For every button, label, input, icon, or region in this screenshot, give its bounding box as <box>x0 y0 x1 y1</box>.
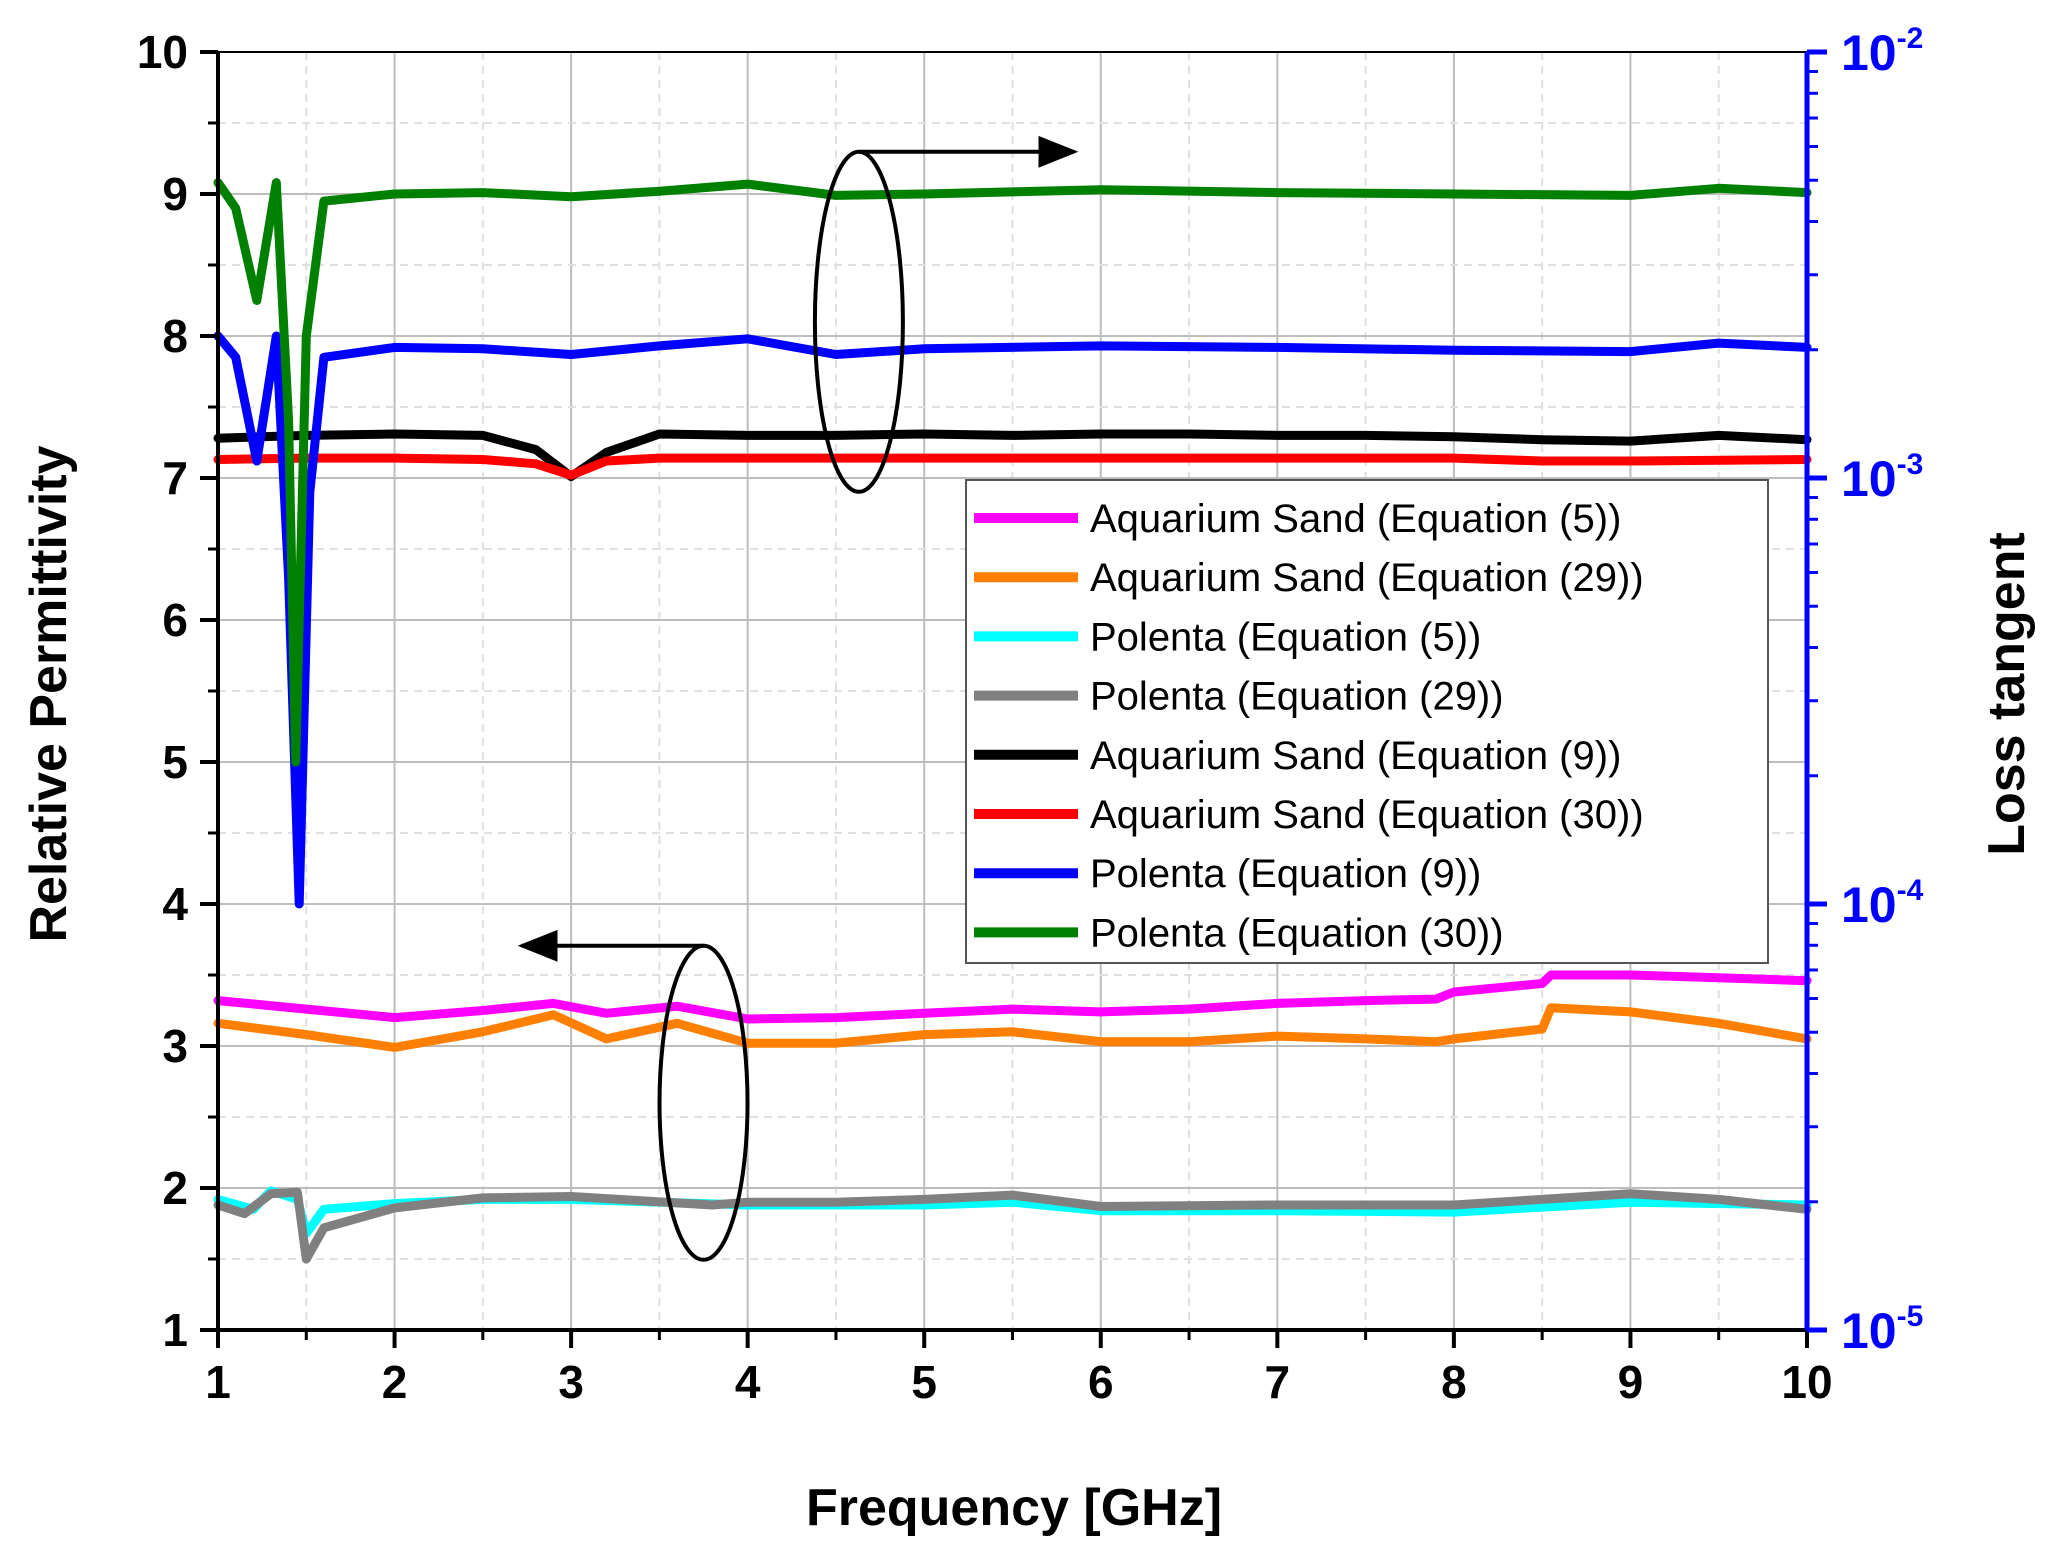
y-right-tick-base: 10 <box>1841 877 1897 933</box>
x-tick-label: 1 <box>205 1356 231 1408</box>
series-line-1 <box>213 970 1812 1024</box>
x-tick-label: 7 <box>1265 1356 1291 1408</box>
y-left-tick-label: 4 <box>162 878 188 930</box>
annotation-layer <box>517 135 1079 1262</box>
x-tick-label: 6 <box>1088 1356 1114 1408</box>
legend-entry-label: Polenta (Equation (5)) <box>1090 615 1481 659</box>
x-tick-label: 8 <box>1441 1356 1467 1408</box>
y-right-tick-base: 10 <box>1841 25 1897 81</box>
legend-entry-label: Aquarium Sand (Equation (5)) <box>1090 497 1621 541</box>
y-right-tick-exponent: -5 <box>1897 1300 1924 1333</box>
series-line-6 <box>213 453 1812 480</box>
legend-entry-label: Polenta (Equation (29)) <box>1090 675 1504 719</box>
y-left-tick-label: 8 <box>162 310 188 362</box>
series-line-2 <box>213 1003 1812 1052</box>
series-layer <box>213 178 1812 1264</box>
y-right-tick-label: 10-2 <box>1841 22 1923 81</box>
x-axis-title: Frequency [GHz] <box>806 1479 1222 1537</box>
y-right-tick-exponent: -2 <box>1897 22 1924 55</box>
x-tick-label: 9 <box>1618 1356 1644 1408</box>
legend-entry-label: Aquarium Sand (Equation (29)) <box>1090 556 1644 600</box>
y-left-tick-label: 2 <box>162 1162 188 1214</box>
y-right-tick-label: 10-3 <box>1841 448 1923 507</box>
series-line-8 <box>213 178 1812 767</box>
y-left-tick-label: 10 <box>137 26 188 78</box>
y-left-tick-label: 5 <box>162 736 188 788</box>
series-line-4 <box>213 1187 1812 1264</box>
legend: Aquarium Sand (Equation (5)) Aquarium San… <box>965 479 1769 964</box>
y-left-tick-label: 6 <box>162 594 188 646</box>
y-left-tick-label: 3 <box>162 1020 188 1072</box>
y-right-tick-base: 10 <box>1841 451 1897 507</box>
series-line-5 <box>213 429 1812 482</box>
x-tick-label: 10 <box>1781 1356 1832 1408</box>
y-left-tick-label: 1 <box>162 1304 188 1356</box>
y-axis-right-title: Loss tangent <box>1978 532 2036 856</box>
y-right-tick-exponent: -3 <box>1897 448 1924 481</box>
x-tick-label: 5 <box>911 1356 937 1408</box>
y-right-tick-label: 10-5 <box>1841 1300 1923 1359</box>
y-right-tick-label: 10-4 <box>1841 874 1924 933</box>
y-right-tick-exponent: -4 <box>1897 874 1924 907</box>
legend-entry-label: Polenta (Equation (30)) <box>1090 911 1504 955</box>
y-right-tick-base: 10 <box>1841 1303 1897 1359</box>
x-tick-label: 3 <box>558 1356 584 1408</box>
y-left-tick-label: 9 <box>162 168 188 220</box>
legend-box <box>965 479 1769 964</box>
y-axis-left-title: Relative Permittivity <box>20 445 78 942</box>
y-left-tick-label: 7 <box>162 452 188 504</box>
x-tick-label: 2 <box>382 1356 408 1408</box>
series-line-7 <box>213 331 1812 909</box>
legend-entry-label: Polenta (Equation (9)) <box>1090 852 1481 896</box>
x-tick-label: 4 <box>735 1356 761 1408</box>
legend-entry-label: Aquarium Sand (Equation (30)) <box>1090 793 1644 837</box>
legend-entry-label: Aquarium Sand (Equation (9)) <box>1090 734 1621 778</box>
